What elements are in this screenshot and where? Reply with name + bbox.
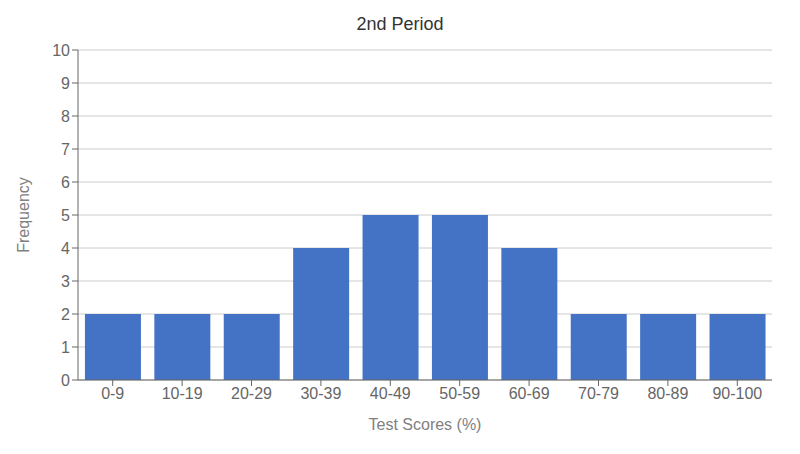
svg-text:60-69: 60-69 xyxy=(509,385,550,402)
svg-text:90-100: 90-100 xyxy=(712,385,762,402)
svg-text:10-19: 10-19 xyxy=(162,385,203,402)
svg-text:3: 3 xyxy=(61,273,70,290)
svg-text:2: 2 xyxy=(61,306,70,323)
svg-text:1: 1 xyxy=(61,339,70,356)
svg-text:0: 0 xyxy=(61,372,70,389)
svg-text:70-79: 70-79 xyxy=(578,385,619,402)
svg-text:4: 4 xyxy=(61,240,70,257)
svg-text:20-29: 20-29 xyxy=(231,385,272,402)
svg-text:50-59: 50-59 xyxy=(439,385,480,402)
svg-text:40-49: 40-49 xyxy=(370,385,411,402)
svg-text:30-39: 30-39 xyxy=(300,385,341,402)
svg-text:7: 7 xyxy=(61,141,70,158)
svg-text:Test Scores (%): Test Scores (%) xyxy=(369,416,482,433)
svg-text:5: 5 xyxy=(61,207,70,224)
svg-text:80-89: 80-89 xyxy=(647,385,688,402)
svg-text:9: 9 xyxy=(61,75,70,92)
html-text:2nd Period: 2nd Period xyxy=(356,14,444,34)
svg-text:Frequency: Frequency xyxy=(15,177,32,253)
svg-text:0-9: 0-9 xyxy=(101,385,124,402)
svg-text:10: 10 xyxy=(52,42,70,59)
svg-text:8: 8 xyxy=(61,108,70,125)
svg-text:6: 6 xyxy=(61,174,70,191)
